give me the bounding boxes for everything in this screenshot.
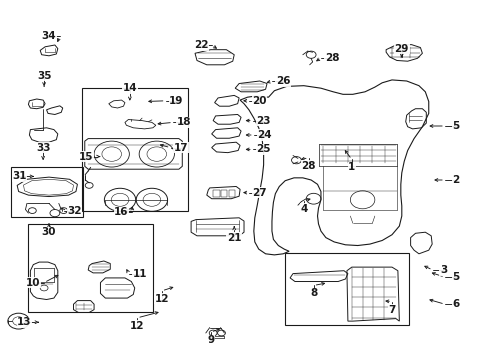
Text: 30: 30 — [42, 227, 56, 237]
Text: 20: 20 — [252, 96, 267, 106]
Text: 6: 6 — [452, 299, 459, 309]
Bar — [285, 253, 409, 325]
Bar — [213, 190, 220, 197]
Text: 9: 9 — [207, 335, 214, 345]
Bar — [28, 224, 153, 312]
Text: 5: 5 — [452, 121, 459, 131]
Text: 31: 31 — [12, 171, 27, 181]
Text: 35: 35 — [37, 71, 51, 81]
Text: 13: 13 — [17, 317, 32, 327]
Text: 23: 23 — [256, 116, 271, 126]
Text: 12: 12 — [154, 294, 169, 304]
Text: 12: 12 — [130, 321, 145, 331]
Text: 14: 14 — [122, 83, 137, 93]
Text: 2: 2 — [452, 175, 459, 185]
Text: 28: 28 — [325, 53, 340, 63]
Text: 29: 29 — [394, 44, 409, 54]
Text: 34: 34 — [42, 31, 56, 41]
Text: 1: 1 — [348, 162, 355, 172]
Text: 16: 16 — [114, 207, 129, 217]
Bar — [82, 88, 188, 211]
Text: 24: 24 — [257, 130, 272, 140]
Text: 22: 22 — [194, 40, 208, 50]
Text: 19: 19 — [169, 96, 184, 106]
Text: 32: 32 — [67, 206, 82, 216]
Text: 10: 10 — [26, 278, 41, 288]
Text: 8: 8 — [310, 288, 317, 298]
Text: 18: 18 — [176, 117, 191, 127]
Bar — [11, 167, 83, 217]
Bar — [221, 190, 227, 197]
Text: 3: 3 — [440, 265, 447, 275]
Text: 33: 33 — [36, 143, 50, 153]
Text: 17: 17 — [174, 143, 189, 153]
Text: 11: 11 — [132, 269, 147, 279]
Text: 7: 7 — [388, 305, 396, 315]
Text: 28: 28 — [301, 161, 316, 171]
Text: 25: 25 — [256, 144, 271, 154]
Text: 26: 26 — [276, 76, 291, 86]
Text: 27: 27 — [252, 188, 267, 198]
Bar — [229, 190, 235, 197]
Text: 15: 15 — [78, 152, 93, 162]
Text: 4: 4 — [300, 204, 308, 214]
Text: 21: 21 — [227, 233, 242, 243]
Text: 5: 5 — [452, 272, 459, 282]
